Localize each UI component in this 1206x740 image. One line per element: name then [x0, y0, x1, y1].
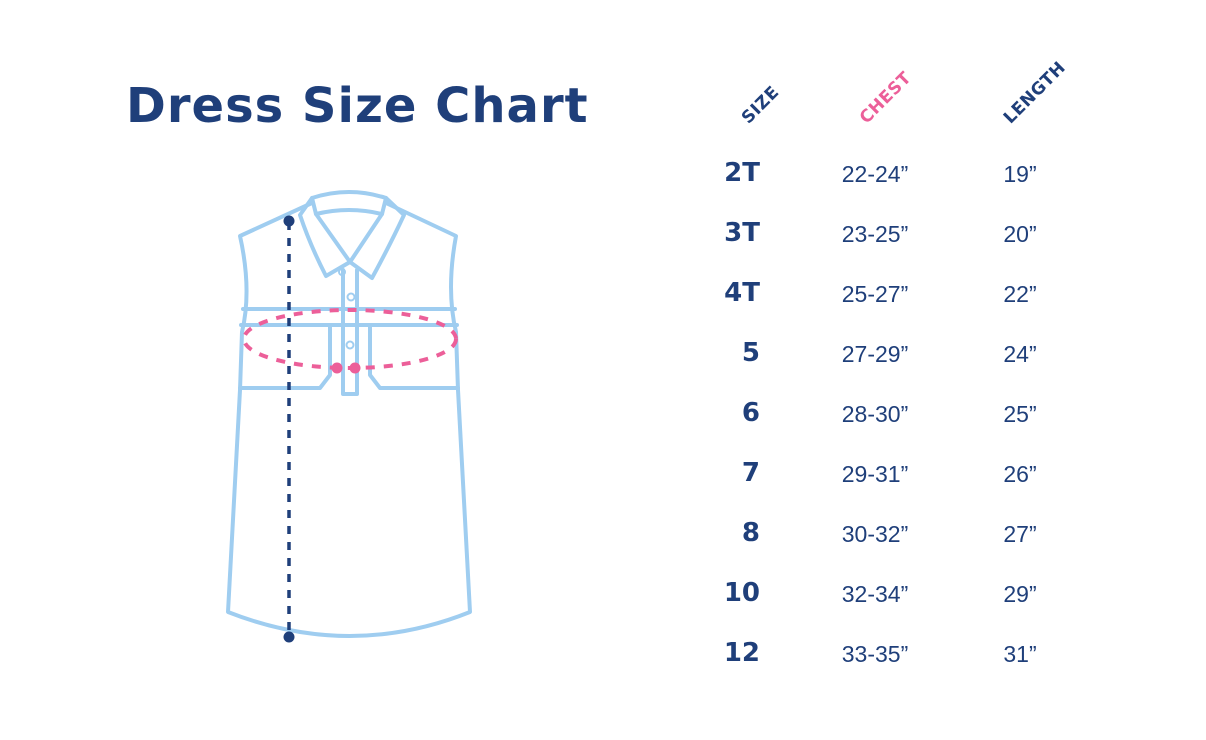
collar-band — [310, 190, 388, 216]
size-cell: 4T — [724, 278, 760, 308]
length-cell: 26” — [1003, 461, 1037, 487]
chest-measure-ellipse — [242, 308, 458, 370]
chest-cell: 30-32” — [841, 521, 909, 547]
table-row: 3T 23-25” 20” — [690, 218, 1090, 258]
table-row: 8 30-32” 27” — [690, 518, 1090, 558]
length-cell: 25” — [1003, 401, 1037, 427]
chest-cell: 25-27” — [841, 281, 909, 307]
length-start-dot — [283, 215, 295, 227]
size-cell: 8 — [741, 518, 760, 548]
table-row: 7 29-31” 26” — [690, 458, 1090, 498]
pocket-right — [368, 323, 460, 390]
chest-cell: 33-35” — [841, 641, 909, 667]
placket — [341, 268, 359, 396]
length-cell: 29” — [1003, 581, 1037, 607]
length-cell: 24” — [1003, 341, 1037, 367]
size-cell: 3T — [724, 218, 760, 248]
size-cell: 10 — [723, 578, 760, 608]
size-cell: 7 — [741, 458, 760, 488]
collar-left — [298, 196, 352, 278]
table-row: 12 33-35” 31” — [690, 638, 1090, 678]
table-row: 10 32-34” 29” — [690, 578, 1090, 618]
table-row: 6 28-30” 25” — [690, 398, 1090, 438]
chest-cell: 23-25” — [841, 221, 909, 247]
chest-dot-left — [331, 362, 343, 374]
size-cell: 6 — [741, 398, 760, 428]
size-cell: 5 — [741, 338, 760, 368]
size-cell: 12 — [723, 638, 760, 668]
table-row: 2T 22-24” 19” — [690, 158, 1090, 198]
length-cell: 31” — [1003, 641, 1037, 667]
chest-dot-right — [349, 362, 361, 374]
table-row: 5 27-29” 24” — [690, 338, 1090, 378]
table-row: 4T 25-27” 22” — [690, 278, 1090, 318]
chest-cell: 22-24” — [841, 161, 909, 187]
chest-cell: 27-29” — [841, 341, 909, 367]
chest-cell: 28-30” — [841, 401, 909, 427]
chest-cell: 32-34” — [841, 581, 909, 607]
chest-cell: 29-31” — [841, 461, 909, 487]
collar-right — [348, 196, 406, 280]
page-title: Dress Size Chart — [126, 78, 589, 134]
size-cell: 2T — [724, 158, 760, 188]
pocket-left — [238, 323, 332, 390]
length-cell: 27” — [1003, 521, 1037, 547]
length-cell: 19” — [1003, 161, 1037, 187]
length-cell: 22” — [1003, 281, 1037, 307]
length-end-dot — [283, 631, 295, 643]
length-cell: 20” — [1003, 221, 1037, 247]
dress-body-outline — [226, 201, 472, 638]
